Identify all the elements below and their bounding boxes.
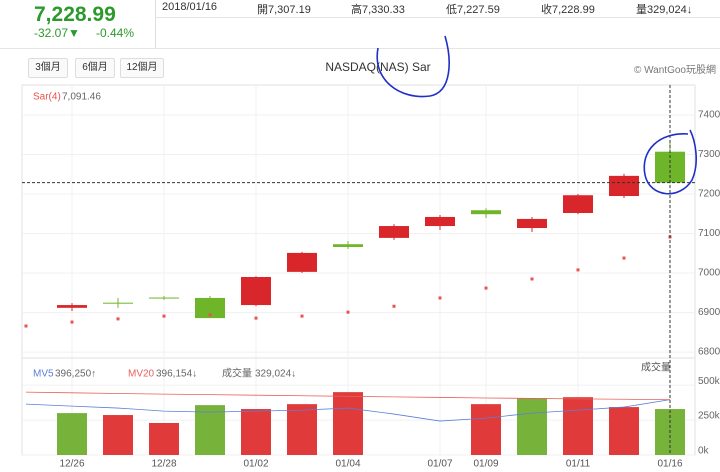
y-tick-label: 7400 (698, 110, 720, 121)
candle-body (333, 244, 363, 247)
close: 收7,228.99 (541, 4, 595, 16)
y-tick-label: 500k (698, 376, 720, 387)
sar-dot (392, 304, 396, 308)
volume-bar (149, 423, 179, 455)
high: 高7,330.33 (351, 4, 405, 16)
x-tick-label: 01/16 (657, 459, 682, 470)
sar-dot (116, 317, 120, 321)
y-tick-label: 7000 (698, 268, 720, 279)
copyright: © WantGoo玩股網 (633, 65, 716, 76)
range-button[interactable]: 12個月 (120, 58, 164, 78)
legend-value: 7,091.46 (62, 92, 101, 103)
x-tick-label: 12/28 (151, 459, 176, 470)
candle-body (149, 297, 179, 299)
sar-dot (484, 286, 488, 290)
sar-dot (438, 296, 442, 300)
change-pct: -0.44% (96, 26, 135, 40)
sar-dot (576, 268, 580, 272)
volume-bar (287, 404, 317, 455)
panel-label: 成交量 (641, 361, 671, 374)
legend-name: MV5 (33, 369, 54, 380)
sar-dot (622, 256, 626, 260)
sar-dot (70, 320, 74, 324)
volume-bar (517, 398, 547, 455)
ma-line (25, 391, 671, 401)
x-tick-label: 01/11 (566, 459, 591, 470)
range-button[interactable]: 6個月 (75, 58, 115, 78)
y-tick-label: 7100 (698, 228, 720, 239)
volume-bar (195, 405, 225, 455)
sar-dot (300, 314, 304, 318)
legend-value: 396,154↓ (156, 369, 197, 380)
y-tick-label: 7300 (698, 149, 720, 160)
x-tick-label: 01/09 (473, 459, 498, 470)
candle-body (379, 226, 409, 238)
sar-dot (208, 313, 212, 317)
ma-line (25, 399, 671, 422)
legend-value: 396,250↑ (55, 369, 96, 380)
legend-value: 329,024↓ (255, 369, 296, 380)
pen-annotation (643, 129, 698, 195)
y-tick-label: 0k (698, 446, 710, 457)
x-tick-label: 12/26 (59, 459, 84, 470)
open: 開7,307.19 (257, 4, 311, 16)
date: 2018/01/16 (162, 1, 218, 13)
volume-bar (241, 409, 271, 455)
y-tick-label: 250k (698, 411, 720, 422)
candle-body (609, 175, 639, 197)
volume-bar (471, 404, 501, 455)
sar-dot (254, 316, 258, 320)
candle-body (517, 218, 547, 229)
change: -32.07▼ (34, 26, 80, 40)
x-tick-label: 01/02 (243, 459, 268, 470)
candle-body (241, 277, 271, 306)
y-tick-label: 7200 (698, 189, 720, 200)
price-panel (21, 84, 696, 359)
sar-dot (346, 310, 350, 314)
legend-name: MV20 (128, 369, 155, 380)
candle-body (563, 195, 593, 214)
separator (155, 0, 156, 48)
volume-bar (609, 407, 639, 455)
candle-body (425, 216, 455, 227)
y-tick-label: 6900 (698, 307, 720, 318)
legend-name: Sar(4) (33, 92, 61, 103)
volume-bar (103, 415, 133, 455)
sar-dot (162, 314, 166, 318)
candle-body (103, 302, 133, 304)
volume-bar (563, 397, 593, 455)
separator (0, 48, 720, 49)
volume-bar (57, 413, 87, 455)
low: 低7,227.59 (446, 4, 500, 16)
candle-body (57, 305, 87, 308)
range-button[interactable]: 3個月 (28, 58, 68, 78)
candle-body (471, 210, 501, 215)
x-tick-label: 01/07 (427, 459, 452, 470)
volume: 量329,024↓ (636, 4, 693, 16)
x-tick-label: 01/04 (335, 459, 360, 470)
candle-body (287, 252, 317, 272)
candle-body (195, 297, 225, 319)
price: 7,228.99 (34, 3, 116, 26)
sar-dot (530, 277, 534, 281)
separator (155, 17, 720, 18)
y-tick-label: 6800 (698, 347, 720, 358)
sar-dot (24, 324, 28, 328)
volume-bar (333, 392, 363, 455)
legend-name: 成交量 (222, 367, 252, 380)
pen-annotation (376, 35, 450, 98)
